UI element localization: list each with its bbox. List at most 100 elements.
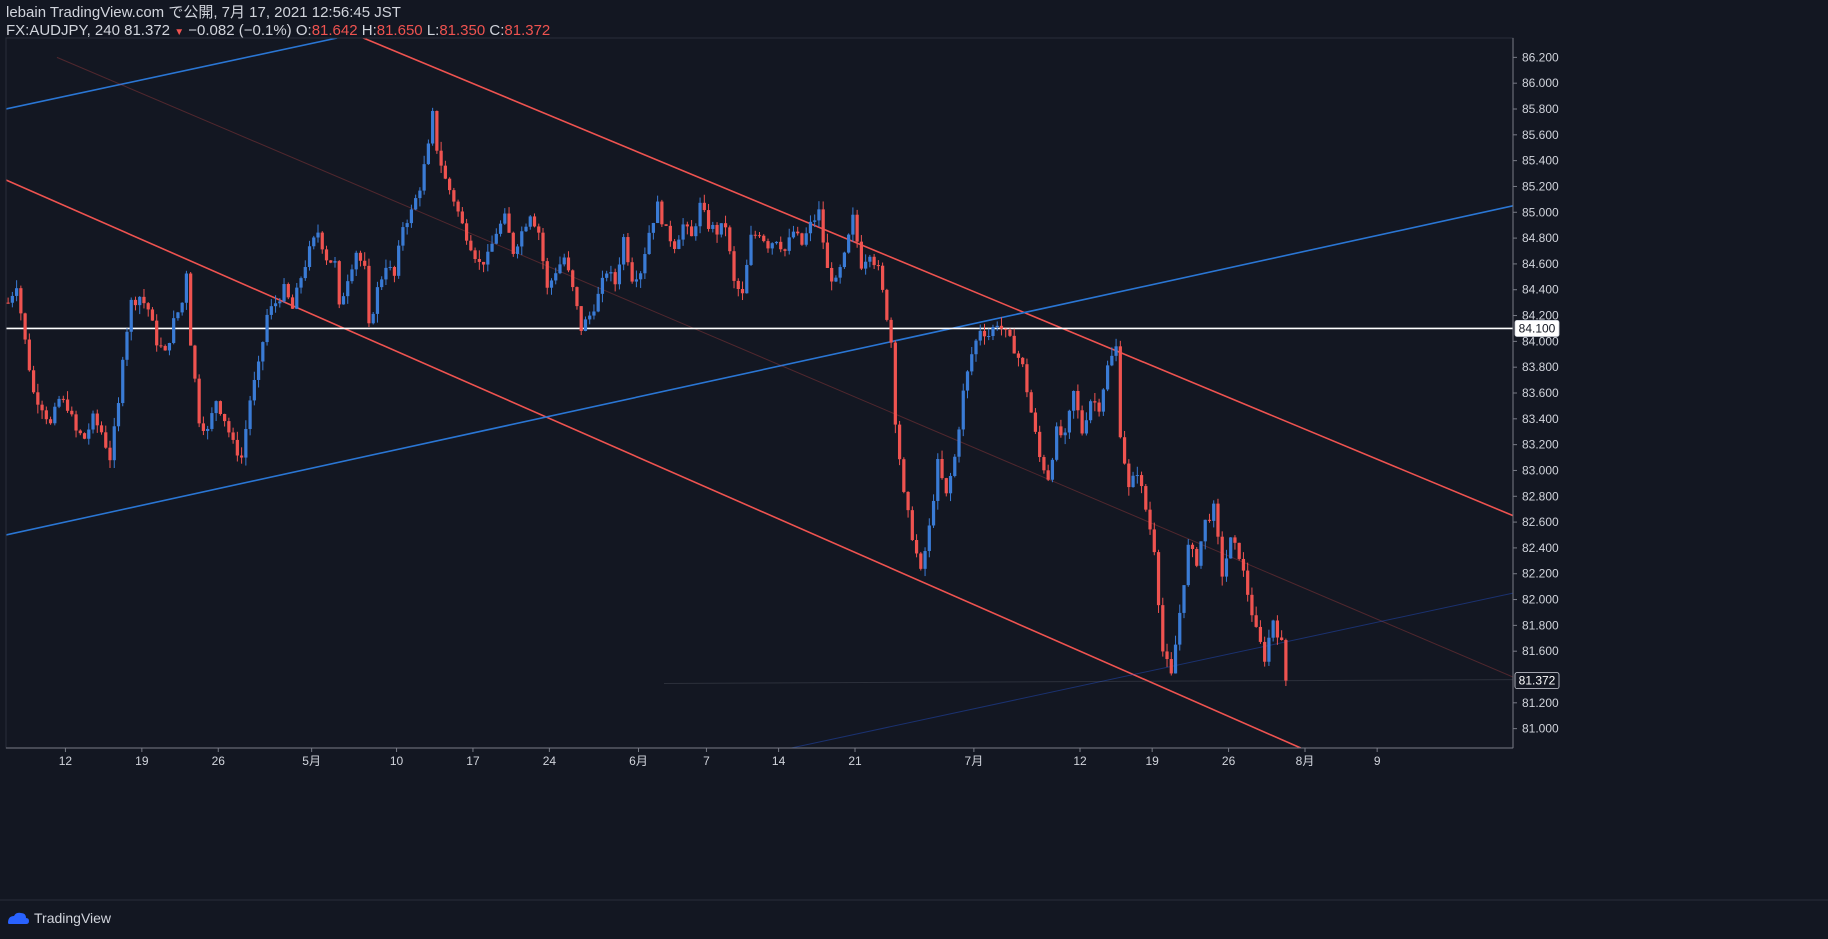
candle-body: [316, 232, 320, 238]
candle-body: [1178, 612, 1182, 645]
candle-body: [31, 370, 36, 393]
candle-body: [1021, 357, 1025, 365]
candle-body: [503, 213, 507, 224]
candle-body: [159, 345, 163, 347]
trend-lines-layer: [6, 38, 1513, 748]
candle-body: [494, 233, 498, 244]
high-label: H:: [361, 22, 377, 39]
candle-body: [694, 226, 698, 237]
candle-body: [44, 410, 48, 420]
candle-body: [375, 287, 380, 314]
candle-body: [1050, 459, 1055, 480]
candle-body: [218, 401, 222, 414]
candle-body: [269, 306, 273, 315]
trend-line-blue-trend: [6, 205, 1513, 536]
candle-body: [95, 413, 99, 426]
candle-body: [1004, 328, 1008, 330]
x-tick-label: 7月: [965, 754, 984, 768]
candle-body: [834, 277, 838, 282]
candle-body: [728, 227, 732, 252]
trend-lines-clipped: [6, 38, 1513, 748]
y-tick-label: 81.800: [1522, 618, 1559, 632]
x-tick-label: 26: [1222, 754, 1236, 768]
candle-body: [1212, 503, 1216, 521]
price-label-box: [1514, 320, 1560, 337]
candle-body: [1072, 390, 1076, 411]
candle-body: [532, 216, 537, 227]
candle-body: [10, 295, 14, 303]
candle-body: [256, 361, 261, 380]
trend-line-red-mid-faint: [56, 56, 1513, 678]
candle-body: [1042, 457, 1046, 471]
y-tick-label: 85.200: [1522, 179, 1559, 193]
candle-body: [112, 426, 116, 461]
candle-body: [1097, 402, 1101, 412]
candle-body: [1012, 335, 1016, 354]
candle-body: [1271, 620, 1275, 638]
candle-body: [1161, 605, 1165, 652]
candle-body: [354, 252, 358, 270]
candle-body: [953, 456, 957, 476]
candle-body: [1216, 503, 1220, 537]
candle-body: [180, 302, 184, 313]
candle-body: [469, 240, 473, 251]
candle-body: [647, 232, 651, 255]
candle-body: [1169, 659, 1173, 674]
x-tick-label: 24: [543, 754, 557, 768]
candle-body: [575, 287, 579, 307]
x-tick-label: 9: [1374, 754, 1381, 768]
candle-body: [872, 256, 876, 266]
x-tick-label: 19: [1145, 754, 1159, 768]
low-value: 81.350: [439, 22, 486, 39]
candle-body: [299, 278, 303, 288]
candle-body: [172, 318, 176, 343]
candle-body: [1182, 585, 1186, 613]
candle-body: [1224, 558, 1229, 577]
candle-body: [397, 245, 401, 276]
trend-line-red-channel-upper: [361, 38, 1513, 517]
candle-body: [906, 491, 910, 511]
candle-body: [53, 406, 57, 424]
y-tick-label: 85.800: [1522, 102, 1559, 116]
candle-body: [1105, 365, 1110, 390]
y-tick-label: 85.600: [1522, 128, 1559, 142]
candle-body: [231, 432, 235, 440]
candle-body: [1250, 594, 1254, 616]
candle-body: [426, 143, 430, 165]
axes-layer: 86.200 86.000 85.800 85.600 85.400 85.200 85.0…: [0, 37, 1828, 901]
candle-body: [740, 289, 745, 294]
candle-body: [999, 325, 1004, 329]
y-tick-label: 84.800: [1522, 231, 1559, 245]
y-tick-label: 84.000: [1522, 334, 1559, 348]
candle-body: [944, 478, 948, 494]
candle-body: [239, 455, 244, 458]
candle-body: [1190, 544, 1195, 549]
candle-body: [1275, 620, 1280, 638]
candle-body: [948, 475, 953, 494]
candle-body: [779, 241, 783, 250]
candle-body: [422, 164, 426, 191]
y-tick-label: 84.200: [1522, 309, 1559, 323]
x-tick-label: 12: [59, 754, 73, 768]
candle-body: [261, 342, 265, 362]
y-tick-label: 82.200: [1522, 567, 1559, 581]
candle-body: [401, 227, 405, 246]
candle-body: [1016, 353, 1021, 358]
y-tick-label: 85.400: [1522, 154, 1559, 168]
y-tick-label: 83.800: [1522, 360, 1559, 374]
candle-body: [14, 288, 19, 296]
candle-body: [876, 265, 880, 267]
candle-body: [409, 209, 414, 224]
candle-body: [702, 202, 706, 211]
close-label: C:: [489, 22, 505, 39]
y-tick-label: 83.200: [1522, 438, 1559, 452]
candle-body: [290, 297, 295, 309]
x-tick-label: 26: [212, 754, 226, 768]
candle-body: [48, 419, 53, 424]
footer: TradingView: [6, 910, 111, 926]
candle-body: [125, 331, 129, 360]
y-tick-label: 84.600: [1522, 257, 1559, 271]
candle-body: [1076, 390, 1080, 411]
candle-body: [91, 413, 95, 430]
